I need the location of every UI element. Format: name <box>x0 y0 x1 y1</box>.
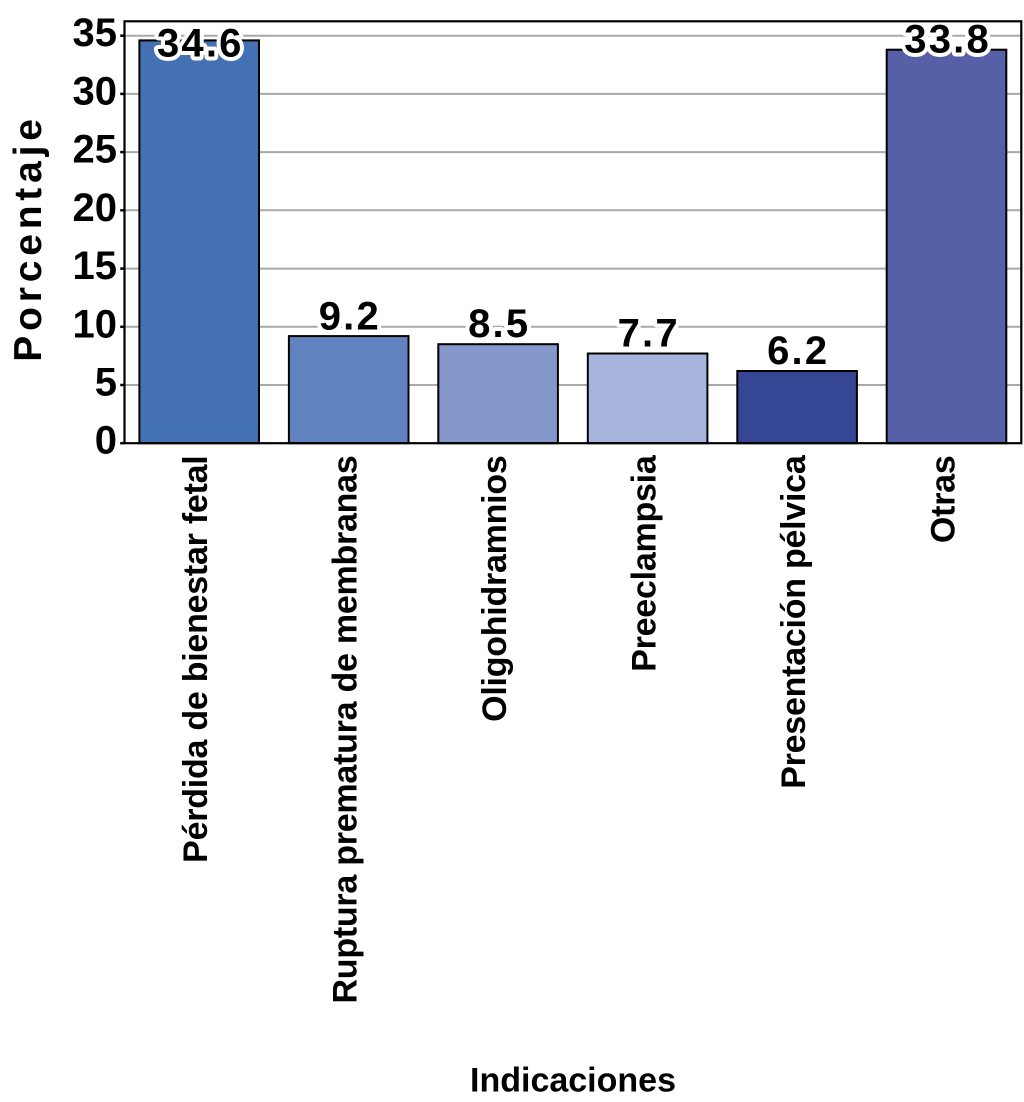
svg-text:Presentación pélvica: Presentación pélvica <box>775 454 813 789</box>
svg-text:0: 0 <box>95 419 117 463</box>
svg-text:Porcentaje: Porcentaje <box>7 114 50 361</box>
svg-text:35: 35 <box>73 11 118 55</box>
svg-text:Otras: Otras <box>925 456 963 544</box>
svg-text:25: 25 <box>73 128 118 172</box>
svg-text:9.2: 9.2 <box>319 294 381 338</box>
svg-text:6.2: 6.2 <box>767 329 829 373</box>
svg-text:20: 20 <box>73 186 118 230</box>
svg-text:34.6: 34.6 <box>157 22 244 66</box>
svg-text:10: 10 <box>73 302 118 346</box>
svg-text:5: 5 <box>95 361 117 405</box>
svg-text:Indicaciones: Indicaciones <box>470 1062 676 1100</box>
svg-text:Preeclampsia: Preeclampsia <box>626 454 664 672</box>
svg-text:33.8: 33.8 <box>904 17 991 61</box>
svg-text:Oligohidramnios: Oligohidramnios <box>476 456 514 722</box>
svg-text:7.7: 7.7 <box>618 312 680 356</box>
svg-text:15: 15 <box>73 244 118 288</box>
svg-text:Pérdida de bienestar fetal: Pérdida de bienestar fetal <box>177 456 215 863</box>
svg-text:8.5: 8.5 <box>468 302 530 346</box>
svg-text:30: 30 <box>73 69 118 113</box>
svg-text:Ruptura prematura de membranas: Ruptura prematura de membranas <box>327 456 365 1004</box>
